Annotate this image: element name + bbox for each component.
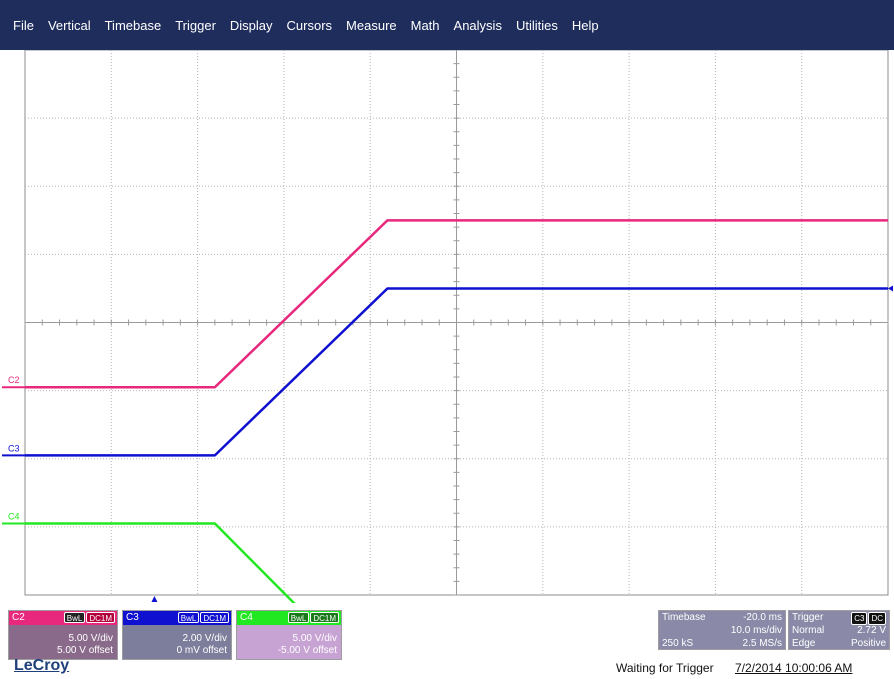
acquisition-status: Waiting for Trigger [616,661,714,675]
timebase-label: Timebase [662,612,706,623]
channel-c4-descriptor[interactable]: C4 BwL DC1M 5.00 V/div -5.00 V offset [236,610,342,660]
menu-item-utilities[interactable]: Utilities [515,17,558,33]
channel-c3-coupling-tag: DC1M [200,612,229,623]
channel-c3-name: C3 [126,612,139,623]
menu-item-help[interactable]: Help [571,17,599,33]
trigger-label: Trigger [792,612,824,623]
menu-bar: File Vertical Timebase Trigger Display Cursor… [0,0,894,50]
timebase-delay: -20.0 ms [743,612,782,623]
timebase-samples: 250 kS [662,638,694,649]
channel-c2-offset: 5.00 V offset [57,645,113,656]
trace-c3 [25,287,888,457]
scope-display: C2 C3 C4 [0,50,894,603]
trigger-level-marker [888,285,893,292]
trace-c2 [25,219,888,389]
channel-c4-name: C4 [240,612,253,623]
menu-item-vertical[interactable]: Vertical [47,17,91,33]
menu-item-math[interactable]: Math [410,17,440,33]
trigger-slope: Positive [850,638,886,649]
date-time: 7/2/2014 10:00:06 AM [735,661,853,675]
menu-item-timebase[interactable]: Timebase [104,17,162,33]
channel-c2-header: C2 BwL DC1M [9,611,117,625]
timebase-tdiv: 10.0 ms/div [730,625,782,636]
channel-c3-vdiv: 2.00 V/div [182,633,227,644]
channel-c3-offset: 0 mV offset [176,645,227,656]
channel-c4-coupling-tag: DC1M [310,612,339,623]
channel-c2-descriptor[interactable]: C2 BwL DC1M 5.00 V/div 5.00 V offset [8,610,118,660]
trigger-descriptor[interactable]: Trigger C3 DC Normal 2.72 V Edge Positive [788,610,890,650]
menu-item-cursors[interactable]: Cursors [286,17,333,33]
channel-marker-label-c3: C3 [8,443,20,453]
channel-c3-header: C3 BwL DC1M [123,611,231,625]
timebase-rate: 2.5 MS/s [742,638,782,649]
channel-c2-vdiv: 5.00 V/div [68,633,113,644]
status-bar: C2 BwL DC1M 5.00 V/div 5.00 V offset C3 B… [0,603,894,679]
trace-c4 [25,522,296,603]
menu-item-analysis[interactable]: Analysis [453,17,502,33]
trigger-coupling-tag: DC [868,612,886,625]
channel-c4-header: C4 BwL DC1M [237,611,341,625]
channel-marker-label-c2: C2 [8,375,20,385]
menu-item-measure[interactable]: Measure [346,17,397,33]
channel-c4-vdiv: 5.00 V/div [292,633,337,644]
channel-c3-descriptor[interactable]: C3 BwL DC1M 2.00 V/div 0 mV offset [122,610,232,660]
trigger-level: 2.72 V [857,625,886,636]
channel-c3-bw-tag: BwL [177,612,200,623]
trigger-source-tag: C3 [851,612,868,625]
trigger-position-marker [151,596,158,602]
channel-marker-label-c4: C4 [8,511,20,521]
menu-item-file[interactable]: File [13,17,34,33]
channel-c2-bw-tag: BwL [63,612,86,623]
menu-item-display[interactable]: Display [229,17,273,33]
channel-c2-coupling-tag: DC1M [86,612,115,623]
timebase-descriptor[interactable]: Timebase -20.0 ms 10.0 ms/div 250 kS 2.5 M… [658,610,786,650]
trigger-mode: Normal [792,625,825,636]
channel-c4-offset: -5.00 V offset [277,645,337,656]
channel-c2-name: C2 [12,612,25,623]
trigger-type: Edge [792,638,816,649]
channel-c4-bw-tag: BwL [287,612,310,623]
menu-item-trigger[interactable]: Trigger [175,17,216,33]
lecroy-logo: LeCroy [14,657,70,674]
waveform-chart: C2 C3 C4 [2,50,893,603]
